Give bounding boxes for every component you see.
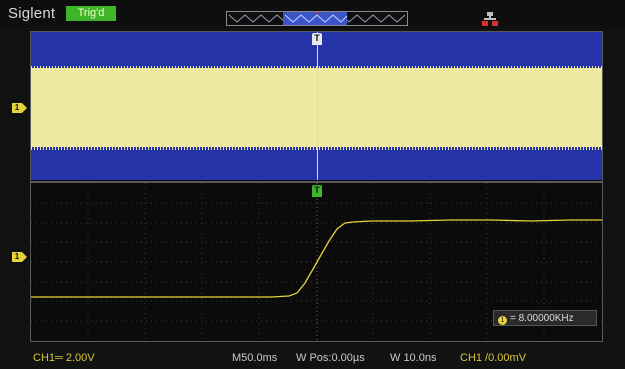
ch1-scale: CH1═ 2.00V bbox=[33, 352, 95, 364]
top-status-bar: Siglent Trig'd bbox=[0, 0, 625, 28]
channel1-ground-marker-icon[interactable]: 1 bbox=[12, 103, 27, 113]
signal-envelope-top-edge bbox=[31, 66, 602, 69]
main-timebase: M50.0ms bbox=[232, 352, 278, 364]
waveform-display: T bbox=[30, 31, 603, 342]
ch1-waveform-trace bbox=[31, 219, 602, 298]
memory-position-map bbox=[226, 11, 408, 26]
trigger-position-marker-icon[interactable]: T bbox=[312, 33, 322, 45]
window-position: W Pos:0.00µs bbox=[296, 352, 365, 364]
channel1-ground-marker-icon[interactable]: 1 bbox=[12, 252, 27, 262]
trigger-status-badge: Trig'd bbox=[66, 6, 116, 21]
signal-envelope-bottom-edge bbox=[31, 147, 602, 150]
compressed-signal-envelope bbox=[31, 68, 602, 148]
bottom-status-bar: CH1═ 2.00V M50.0ms W Pos:0.00µs W 10.0ns… bbox=[0, 343, 625, 369]
trigger-setting: CH1 /0.00mV bbox=[460, 352, 527, 364]
memory-view-window[interactable] bbox=[283, 12, 347, 25]
frequency-channel-icon: 1 bbox=[498, 316, 507, 325]
network-icon bbox=[482, 12, 498, 26]
window-timebase: W 10.0ns bbox=[390, 352, 437, 364]
window-separator bbox=[31, 181, 602, 183]
zoomed-window-view: T 1 = 8.00000KHz bbox=[31, 183, 602, 341]
main-window-view: T bbox=[31, 32, 602, 180]
zoomed-graticule bbox=[31, 183, 602, 341]
brand-label: Siglent bbox=[8, 5, 56, 22]
memory-trigger-tick bbox=[316, 12, 317, 14]
frequency-readout: 1 = 8.00000KHz bbox=[493, 310, 597, 326]
zoom-trigger-marker-icon[interactable]: T bbox=[312, 185, 322, 197]
zoom-window-indicator-line bbox=[317, 32, 318, 180]
memory-window-waveform bbox=[284, 14, 348, 23]
frequency-value: = 8.00000KHz bbox=[510, 313, 574, 324]
